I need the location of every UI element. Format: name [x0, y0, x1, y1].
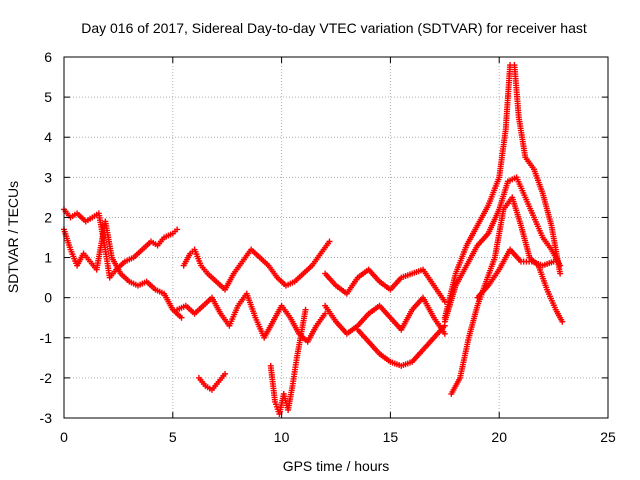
y-tick-label: -2	[40, 370, 53, 386]
series-track	[195, 370, 229, 393]
x-tick-label: 20	[491, 429, 507, 445]
data-point-plus	[326, 238, 333, 245]
data-point-plus	[302, 306, 309, 313]
series-track	[61, 218, 185, 321]
y-tick-label: -3	[40, 410, 53, 426]
y-tick-label: 4	[44, 129, 52, 145]
y-tick-label: -1	[40, 330, 53, 346]
y-tick-label: 3	[44, 169, 52, 185]
data-point-plus	[174, 226, 181, 233]
y-tick-label: 5	[44, 89, 52, 105]
x-tick-label: 0	[60, 429, 68, 445]
series-track	[322, 266, 448, 305]
axis-ticks: 0 5 10 15 20 25 -3 -2 -1 0 1 2 3 4 5 6	[40, 49, 616, 445]
series-track	[180, 238, 333, 293]
data-point-plus	[178, 314, 185, 321]
series-track	[354, 322, 448, 369]
y-tick-label: 1	[44, 250, 52, 266]
x-tick-label: 5	[169, 429, 177, 445]
y-tick-label: 2	[44, 209, 52, 225]
data-point-plus	[222, 370, 229, 377]
series-track	[441, 174, 564, 325]
data-point-plus	[441, 330, 448, 337]
x-axis-label: GPS time / hours	[283, 458, 390, 474]
data-point-plus	[322, 310, 329, 317]
x-tick-label: 15	[383, 429, 399, 445]
data-point-plus	[559, 318, 566, 325]
y-axis-label: SDTVAR / TECUs	[5, 181, 21, 293]
grid-lines	[64, 57, 608, 418]
data-point-plus	[557, 262, 564, 269]
chart-title: Day 016 of 2017, Sidereal Day-to-day VTE…	[81, 20, 587, 36]
plot-frame	[63, 56, 609, 419]
y-tick-label: 0	[44, 290, 52, 306]
series-track	[322, 294, 448, 337]
series-track	[174, 290, 329, 345]
series-track	[448, 194, 566, 397]
data-marks	[61, 62, 566, 417]
series-track	[474, 246, 557, 301]
x-tick-label: 10	[274, 429, 290, 445]
data-point-plus	[557, 270, 564, 277]
series-track	[61, 206, 181, 281]
x-tick-label: 25	[600, 429, 616, 445]
y-tick-label: 6	[44, 49, 52, 65]
data-point-plus	[550, 258, 557, 265]
series-track	[267, 306, 309, 417]
